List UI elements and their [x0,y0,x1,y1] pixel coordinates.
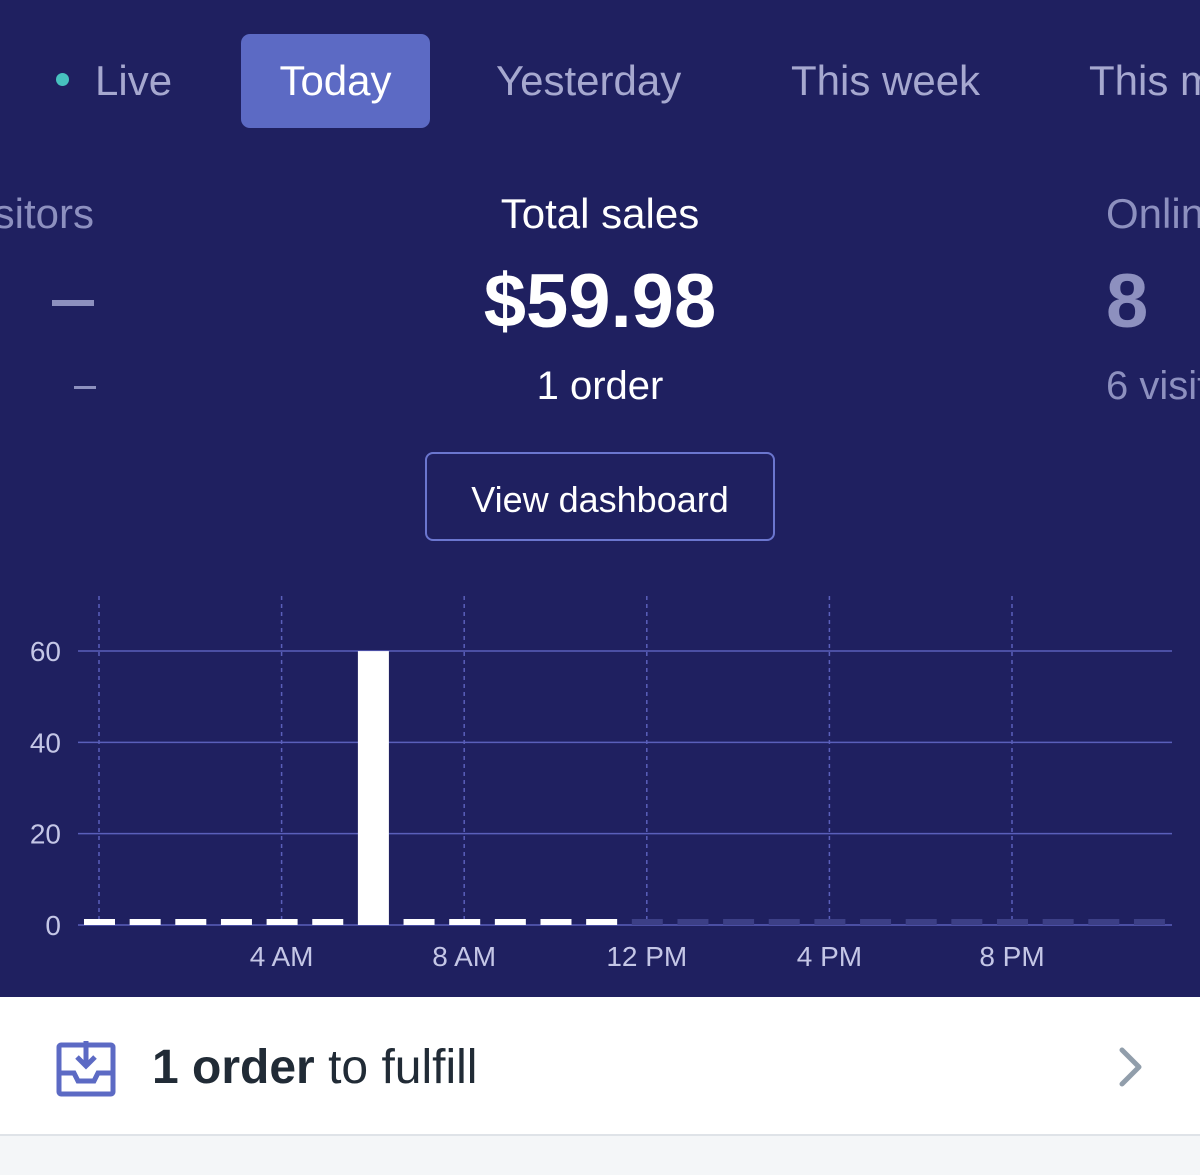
online-sub: 6 visitors [1106,364,1200,408]
x-tick-label: 8 PM [979,941,1044,972]
online-label: Online [1106,190,1200,237]
fulfill-orders-row[interactable] [0,997,1200,1136]
bar [84,919,115,925]
y-tick-label: 40 [30,727,61,758]
bar [220,919,252,925]
analytics-panel: Live Today Yesterday This week This mont… [0,34,1200,972]
bar [1042,919,1074,925]
bottom-strip [0,1136,1200,1175]
bar [905,919,937,925]
total-sales-orders: 1 order [536,364,664,408]
online-value: 8 [1106,259,1149,344]
x-tick-label: 4 AM [250,941,314,972]
visitors-sub: – [74,386,96,389]
bar [129,919,161,925]
total-sales-value: $59.98 [483,259,717,344]
tab-live-label: Live [95,57,173,104]
bar [631,919,663,925]
chevron-right-icon[interactable] [1112,1044,1148,1090]
bar [266,919,298,925]
visitors-value: – [52,300,94,306]
y-tick-label: 20 [30,819,61,850]
bar [357,651,389,925]
x-tick-label: 8 AM [432,941,496,972]
bar [951,919,983,925]
tab-this-month[interactable]: This month [1089,57,1200,104]
bar [1133,919,1165,925]
live-indicator-icon [56,73,69,87]
x-tick-label: 4 PM [797,941,862,972]
bar [449,919,481,925]
bar [860,919,892,925]
bar [677,919,709,925]
view-dashboard-button[interactable]: View dashboard [425,452,775,541]
tab-yesterday[interactable]: Yesterday [496,57,682,104]
bar [175,919,207,925]
bar [403,919,435,925]
fulfill-rest: to fulfill [314,1041,478,1094]
tab-live[interactable]: Live [56,34,172,128]
bar [494,919,526,925]
fulfill-count: 1 order [152,1041,315,1094]
tab-this-week[interactable]: This week [791,57,981,104]
bar [586,919,618,925]
y-tick-label: 0 [45,910,61,941]
y-tick-label: 60 [30,636,61,667]
visitors-label: Visitors [0,190,94,237]
x-tick-label: 12 PM [606,941,687,972]
sales-by-hour-chart: 0 20 40 60 4 AM 8 AM 12 PM 4 PM 8 PM [30,596,1172,972]
bar [540,919,572,925]
bar [312,919,344,925]
inbox-download-icon [56,1041,116,1097]
bar [814,919,846,925]
bar [997,919,1028,925]
bar [1088,919,1120,925]
fulfill-text[interactable]: 1 order to fulfill [152,1040,477,1096]
bar [723,919,755,925]
tab-today[interactable]: Today [241,34,430,128]
total-sales-label: Total sales [500,190,700,237]
bar [768,919,800,925]
